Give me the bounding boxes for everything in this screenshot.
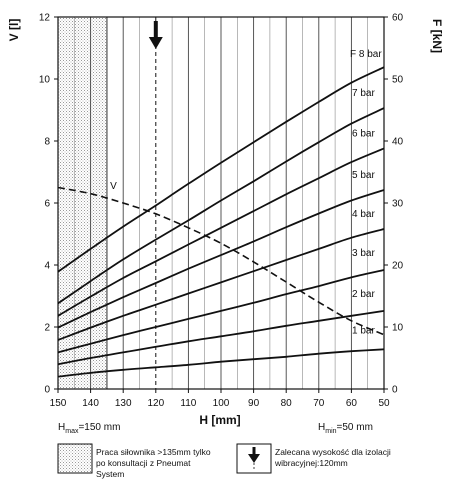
y-right-tick-label: 50: [392, 75, 404, 86]
y-left-tick-label: 6: [44, 199, 50, 210]
x-tick-label: 50: [378, 398, 390, 409]
x-tick-label: 140: [82, 398, 99, 409]
y-right-tick-label: 20: [392, 261, 404, 272]
y-left-tick-label: 4: [44, 261, 50, 272]
hatched-region: [58, 17, 107, 389]
force-curve-4-bar: [57, 228, 385, 341]
y-right-tick-label: 30: [392, 199, 404, 210]
x-tick-label: 110: [180, 398, 196, 409]
curve-label-7-bar: 7 bar: [352, 88, 375, 99]
y-left-tick-label: 8: [44, 137, 50, 148]
x-tick-label: 130: [115, 398, 132, 409]
volume-curve-label: V: [110, 181, 117, 192]
legend-hatched-text: Praca siłownika >135mm tylko po konsulta…: [96, 447, 211, 479]
y-right-tick-label: 10: [392, 323, 404, 334]
hmin-label: Hmin=50 mm: [318, 422, 373, 435]
hmax-label: Hmax=150 mm: [58, 422, 120, 435]
curve-label-6-bar: 6 bar: [352, 128, 375, 139]
force-curve-7-bar: [57, 107, 385, 305]
x-tick-label: 100: [213, 398, 230, 409]
y-left-tick-label: 12: [39, 13, 51, 24]
volume-curve: [57, 186, 385, 336]
recommended-height-arrow-head: [148, 37, 163, 49]
y-left-axis-label: V [l]: [7, 19, 21, 42]
legend-arrow-text: Zalecana wysokość dla izolacji wibracyjn…: [275, 447, 391, 468]
force-curve-6-bar: [57, 147, 385, 317]
y-right-tick-label: 40: [392, 137, 404, 148]
curve-label-1-bar: 1 bar: [352, 325, 375, 336]
y-right-axis-label: F [kN]: [430, 19, 444, 53]
x-tick-label: 90: [248, 398, 260, 409]
curve-label-2-bar: 2 bar: [352, 289, 375, 300]
legend-hatched-swatch: [57, 443, 93, 474]
recommended-height-arrow-shaft: [153, 21, 158, 39]
y-left-tick-label: 10: [39, 75, 51, 86]
y-right-tick-label: 0: [392, 385, 398, 396]
x-axis-label: H [mm]: [199, 413, 240, 427]
curve-label-5-bar: 5 bar: [352, 170, 375, 181]
y-left-tick-label: 0: [44, 385, 50, 396]
x-tick-label: 150: [50, 398, 67, 409]
curve-label-3-bar: 3 bar: [352, 248, 375, 259]
x-tick-label: 70: [313, 398, 325, 409]
legend-arrow-shaft: [252, 447, 256, 455]
force-curve-5-bar: [57, 189, 385, 329]
force-curve-2-bar: [57, 310, 385, 366]
legend-arrow-head: [248, 454, 260, 463]
x-tick-label: 80: [281, 398, 293, 409]
force-curve-f-8-bar: [57, 66, 385, 273]
x-tick-label: 120: [147, 398, 164, 409]
force-curve-1-bar: [57, 348, 385, 378]
force-curve-3-bar: [57, 269, 385, 354]
curve-label-4-bar: 4 bar: [352, 209, 375, 220]
curve-label-f-8-bar: F 8 bar: [350, 49, 382, 60]
y-left-tick-label: 2: [44, 323, 50, 334]
x-tick-label: 60: [346, 398, 358, 409]
y-right-tick-label: 60: [392, 13, 404, 24]
